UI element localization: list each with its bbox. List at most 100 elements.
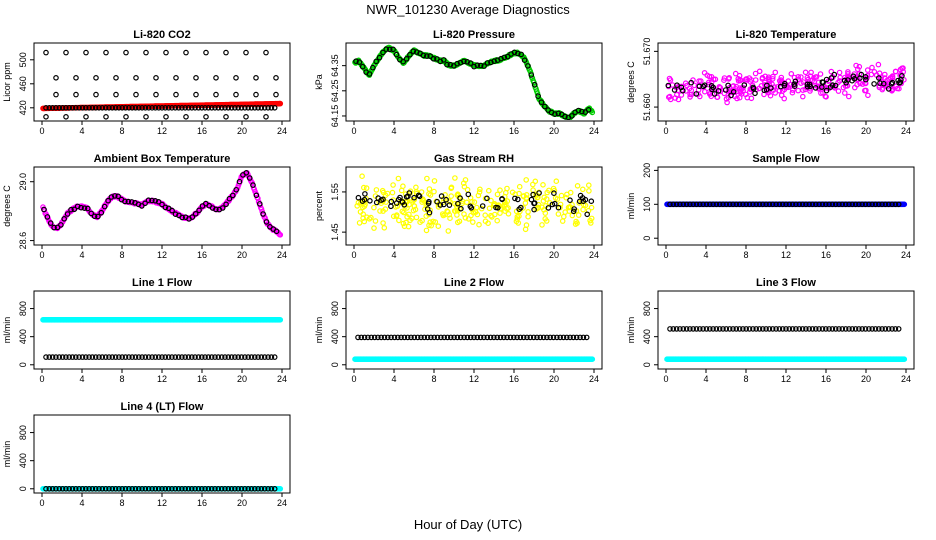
data-point bbox=[91, 213, 98, 220]
data-point bbox=[862, 76, 869, 83]
y-tick-label: 400 bbox=[18, 329, 28, 344]
y-tick-label: 29.0 bbox=[18, 173, 28, 191]
x-tick-label: 16 bbox=[821, 250, 831, 260]
data-point bbox=[478, 205, 485, 212]
data-point bbox=[273, 91, 279, 98]
data-point bbox=[746, 201, 753, 208]
data-point bbox=[435, 223, 442, 230]
data-point bbox=[875, 75, 882, 81]
data-point bbox=[869, 326, 876, 332]
x-tick-label: 0 bbox=[39, 126, 44, 136]
data-point bbox=[233, 187, 240, 193]
data-point bbox=[426, 191, 432, 197]
x-tick-label: 20 bbox=[549, 250, 559, 260]
data-point bbox=[233, 91, 239, 98]
y-tick-label: 1.55 bbox=[330, 183, 340, 201]
data-point bbox=[271, 485, 278, 492]
data-point bbox=[497, 334, 504, 341]
data-point bbox=[255, 485, 261, 492]
plot-frame bbox=[33, 290, 291, 370]
data-point bbox=[213, 206, 219, 213]
data-point bbox=[277, 485, 284, 492]
data-point bbox=[165, 105, 172, 111]
data-point bbox=[580, 198, 587, 205]
y-axis-label: ml/min bbox=[2, 317, 12, 344]
data-point bbox=[424, 206, 431, 212]
data-point bbox=[219, 205, 226, 211]
data-point bbox=[514, 213, 521, 220]
data-point bbox=[845, 93, 852, 100]
data-point bbox=[145, 197, 152, 204]
data-point bbox=[670, 326, 677, 332]
data-point bbox=[444, 334, 451, 341]
data-point bbox=[202, 354, 208, 360]
data-point bbox=[756, 326, 763, 332]
x-tick-label: 24 bbox=[277, 126, 287, 136]
x-tick-label: 20 bbox=[237, 126, 247, 136]
figure-xlabel: Hour of Day (UTC) bbox=[413, 517, 523, 532]
data-point bbox=[182, 354, 189, 360]
data-point bbox=[767, 92, 774, 99]
data-point bbox=[66, 354, 73, 360]
data-point bbox=[129, 354, 136, 360]
panel-3: Li-820 Temperature degrees C 0 4 8 12 16 20 24 51… bbox=[626, 29, 915, 136]
data-point bbox=[263, 114, 269, 120]
panel-title: Li-820 CO2 bbox=[133, 29, 190, 41]
data-point bbox=[575, 212, 582, 218]
data-point bbox=[730, 326, 736, 332]
data-point bbox=[895, 326, 902, 332]
data-point bbox=[575, 107, 582, 114]
data-point bbox=[776, 326, 783, 332]
data-point bbox=[416, 193, 423, 200]
data-point bbox=[779, 88, 786, 94]
data-point bbox=[557, 334, 564, 341]
data-point bbox=[56, 105, 63, 111]
data-point bbox=[53, 75, 59, 81]
data-point bbox=[832, 82, 839, 89]
data-point bbox=[46, 354, 53, 360]
panel-title: Li-820 Temperature bbox=[736, 29, 837, 41]
data-point bbox=[43, 49, 49, 56]
data-point bbox=[777, 83, 784, 90]
data-point bbox=[440, 201, 447, 208]
y-tick-label: 51.670 bbox=[642, 38, 652, 66]
data-point bbox=[109, 485, 116, 492]
x-tick-label: 4 bbox=[703, 126, 708, 136]
data-point bbox=[467, 334, 474, 341]
data-point bbox=[53, 485, 59, 492]
data-point bbox=[136, 105, 142, 111]
data-point bbox=[403, 194, 410, 200]
y-tick-label: 400 bbox=[18, 453, 28, 468]
data-point bbox=[864, 67, 871, 73]
data-point bbox=[583, 334, 590, 341]
data-point bbox=[122, 198, 128, 205]
data-point bbox=[255, 354, 261, 360]
data-point bbox=[859, 326, 866, 332]
panel-title: Line 2 Flow bbox=[444, 277, 504, 289]
data-point bbox=[778, 92, 785, 99]
data-point bbox=[866, 326, 872, 332]
data-point bbox=[869, 201, 876, 208]
data-point bbox=[479, 203, 486, 209]
data-point bbox=[812, 85, 819, 91]
data-point bbox=[223, 201, 229, 208]
data-point bbox=[199, 485, 205, 492]
data-point bbox=[471, 199, 478, 205]
x-tick-label: 16 bbox=[197, 374, 207, 384]
data-point bbox=[125, 198, 132, 205]
data-point bbox=[232, 354, 238, 360]
data-point bbox=[96, 354, 102, 360]
data-point bbox=[750, 201, 756, 208]
data-point bbox=[862, 326, 869, 332]
data-point bbox=[112, 354, 119, 360]
data-point bbox=[69, 105, 76, 111]
data-point bbox=[540, 182, 546, 188]
data-point bbox=[828, 75, 835, 81]
series-marks bbox=[40, 170, 284, 238]
data-point bbox=[401, 223, 408, 230]
data-point bbox=[535, 93, 541, 100]
data-point bbox=[424, 175, 430, 182]
x-tick-label: 0 bbox=[351, 126, 356, 136]
data-point bbox=[576, 198, 583, 205]
data-point bbox=[391, 334, 398, 341]
